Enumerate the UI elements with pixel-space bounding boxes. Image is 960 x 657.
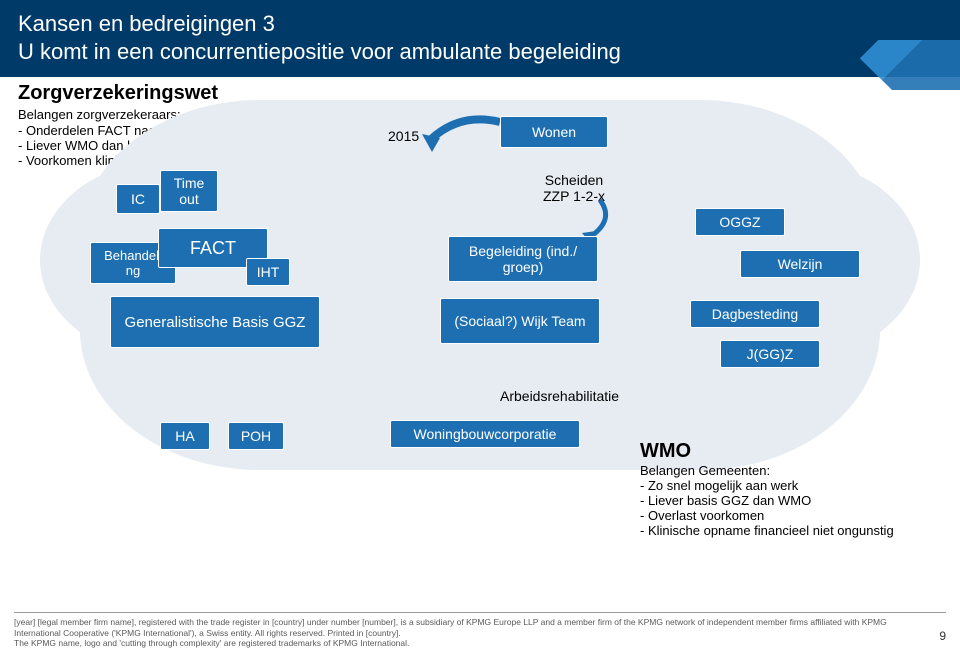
box-oggz: OGGZ (695, 208, 785, 236)
arbeidsrehab-label: Arbeidsrehabilitatie (500, 388, 619, 404)
wmo-bullet: Zo snel mogelijk aan werk (640, 478, 940, 493)
title: Kansen en bedreigingen 3 U komt in een c… (18, 10, 942, 65)
wmo-bullet: Liever basis GGZ dan WMO (640, 493, 940, 508)
box-gbggz: Generalistische Basis GGZ (110, 296, 320, 348)
zvw-heading: Zorgverzekeringswet (18, 82, 218, 105)
footer: [year] [legal member firm name], registe… (14, 612, 946, 649)
footer-text: [year] [legal member firm name], registe… (14, 617, 914, 649)
box-jggz: J(GG)Z (720, 340, 820, 368)
title-line-1: Kansen en bedreigingen 3 (18, 11, 275, 36)
wmo-bullet: Overlast voorkomen (640, 508, 940, 523)
wmo-bullet: Klinische opname financieel niet ongunst… (640, 523, 940, 538)
box-ha: HA (160, 422, 210, 450)
title-band: Kansen en bedreigingen 3 U komt in een c… (0, 0, 960, 77)
arrow-2015-icon (420, 112, 510, 162)
box-woningbouw: Woningbouwcorporatie (390, 420, 580, 448)
wmo-block: WMO Belangen Gemeenten: Zo snel mogelijk… (640, 440, 940, 538)
box-wonen: Wonen (500, 116, 608, 148)
wmo-bullets: Zo snel mogelijk aan werk Liever basis G… (640, 478, 940, 538)
box-begeleiding: Begeleiding (ind./ groep) (448, 236, 598, 282)
box-welzijn: Welzijn (740, 250, 860, 278)
year-label: 2015 (388, 128, 419, 144)
page-number: 9 (939, 629, 946, 649)
wmo-subtitle: Belangen Gemeenten: (640, 463, 940, 478)
title-line-2: U komt in een concurrentiepositie voor a… (18, 39, 621, 64)
box-wijkteam: (Sociaal?) Wijk Team (440, 298, 600, 344)
wmo-heading: WMO (640, 440, 940, 463)
box-iht: IHT (246, 258, 290, 286)
box-timeout: Time out (160, 170, 218, 212)
box-dagbesteding: Dagbesteding (690, 300, 820, 328)
box-poh: POH (228, 422, 284, 450)
box-ic: IC (116, 184, 160, 214)
